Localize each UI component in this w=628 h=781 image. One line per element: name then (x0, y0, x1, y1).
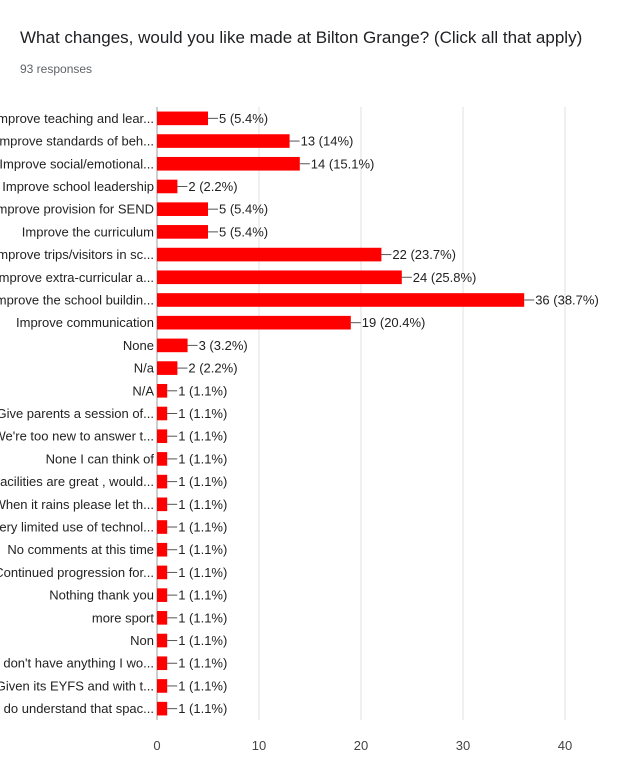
bar[interactable] (157, 383, 168, 398)
bar[interactable] (157, 270, 402, 285)
response-count: 93 responses (20, 62, 93, 76)
data-label: 1 (1.1%) (178, 610, 227, 625)
category-label: Improve school leadership (2, 179, 154, 194)
category-label: None I can think of (46, 451, 155, 466)
data-label: 5 (5.4%) (219, 111, 268, 126)
bar[interactable] (157, 542, 168, 557)
data-label: 1 (1.1%) (178, 633, 227, 648)
category-label: Improve extra-curricular a... (0, 270, 154, 285)
category-label: Nothing thank you (49, 588, 154, 603)
bar[interactable] (157, 179, 178, 194)
bar[interactable] (157, 701, 168, 716)
bar[interactable] (157, 656, 168, 671)
bar[interactable] (157, 247, 382, 262)
bar[interactable] (157, 156, 300, 171)
data-label: 13 (14%) (301, 134, 354, 149)
bar[interactable] (157, 452, 168, 466)
bar[interactable] (157, 361, 178, 375)
bar[interactable] (157, 497, 168, 512)
category-label: Facilities are great , would... (0, 474, 154, 489)
data-label: 1 (1.1%) (178, 542, 227, 557)
bar[interactable] (157, 474, 168, 489)
data-label: 1 (1.1%) (178, 429, 227, 444)
category-label: When it rains please let th... (0, 497, 154, 512)
x-tick-label: 10 (252, 738, 266, 753)
category-label: Non (130, 633, 154, 648)
data-label: 1 (1.1%) (178, 474, 227, 489)
bar[interactable] (157, 315, 351, 330)
data-label: 36 (38.7%) (535, 292, 599, 307)
x-tick-label: 0 (153, 738, 160, 753)
data-label: 2 (2.2%) (188, 361, 237, 376)
category-label: Improve the school buildin... (0, 292, 154, 307)
x-axis-ticks: 0 10 20 30 40 (153, 738, 572, 753)
category-label: Improve trips/visitors in sc... (0, 247, 154, 262)
data-label: 1 (1.1%) (178, 520, 227, 535)
data-label: 5 (5.4%) (219, 224, 268, 239)
bar[interactable] (157, 429, 168, 444)
data-label: 22 (23.7%) (392, 247, 456, 262)
chart-title: What changes, would you like made at Bil… (20, 28, 583, 47)
bar[interactable] (157, 565, 168, 580)
category-label: Continued progression for... (0, 565, 154, 580)
category-label: None (123, 338, 154, 353)
data-label: 1 (1.1%) (178, 678, 227, 693)
data-label: 24 (25.8%) (413, 270, 477, 285)
category-label: Improve the curriculum (22, 224, 154, 239)
bar[interactable] (157, 679, 168, 693)
x-tick-label: 20 (354, 738, 368, 753)
bars: Improve teaching and lear... 5 (5.4%) Impr… (0, 111, 599, 716)
category-label: I don't have anything I wo... (0, 656, 154, 671)
category-label: Give parents a session of... (0, 406, 154, 421)
category-label: N/a (134, 361, 155, 376)
category-label: N/A (132, 383, 154, 398)
data-label: 14 (15.1%) (311, 156, 375, 171)
bar[interactable] (157, 406, 168, 421)
category-label: Improve communication (16, 315, 154, 330)
bar[interactable] (157, 202, 208, 216)
category-label: Improve teaching and lear... (0, 111, 154, 126)
category-label: We're too new to answer t... (0, 429, 154, 444)
category-label: Improve provision for SEND (0, 202, 154, 217)
bar[interactable] (157, 293, 525, 307)
bar[interactable] (157, 338, 188, 353)
bar[interactable] (157, 611, 168, 625)
bar[interactable] (157, 111, 208, 126)
bar[interactable] (157, 633, 168, 648)
data-label: 1 (1.1%) (178, 406, 227, 421)
data-label: 3 (3.2%) (199, 338, 248, 353)
data-label: 1 (1.1%) (178, 383, 227, 398)
x-tick-label: 30 (456, 738, 470, 753)
bar[interactable] (157, 134, 290, 148)
category-label: I do understand that spac... (0, 701, 154, 716)
data-label: 2 (2.2%) (188, 179, 237, 194)
bar[interactable] (157, 588, 168, 602)
data-label: 1 (1.1%) (178, 565, 227, 580)
category-label: Improve standards of beh... (0, 134, 154, 149)
category-label: more sport (92, 610, 155, 625)
data-label: 1 (1.1%) (178, 701, 227, 716)
category-label: No comments at this time (7, 542, 154, 557)
data-label: 5 (5.4%) (219, 202, 268, 217)
category-label: Very limited use of technol... (0, 520, 154, 535)
data-label: 1 (1.1%) (178, 588, 227, 603)
data-label: 19 (20.4%) (362, 315, 426, 330)
bar[interactable] (157, 225, 208, 239)
data-label: 1 (1.1%) (178, 497, 227, 512)
category-label: Given its EYFS and with t... (0, 678, 154, 693)
data-label: 1 (1.1%) (178, 656, 227, 671)
bar[interactable] (157, 520, 168, 534)
x-tick-label: 40 (558, 738, 572, 753)
data-label: 1 (1.1%) (178, 451, 227, 466)
category-label: Improve social/emotional... (0, 156, 154, 171)
